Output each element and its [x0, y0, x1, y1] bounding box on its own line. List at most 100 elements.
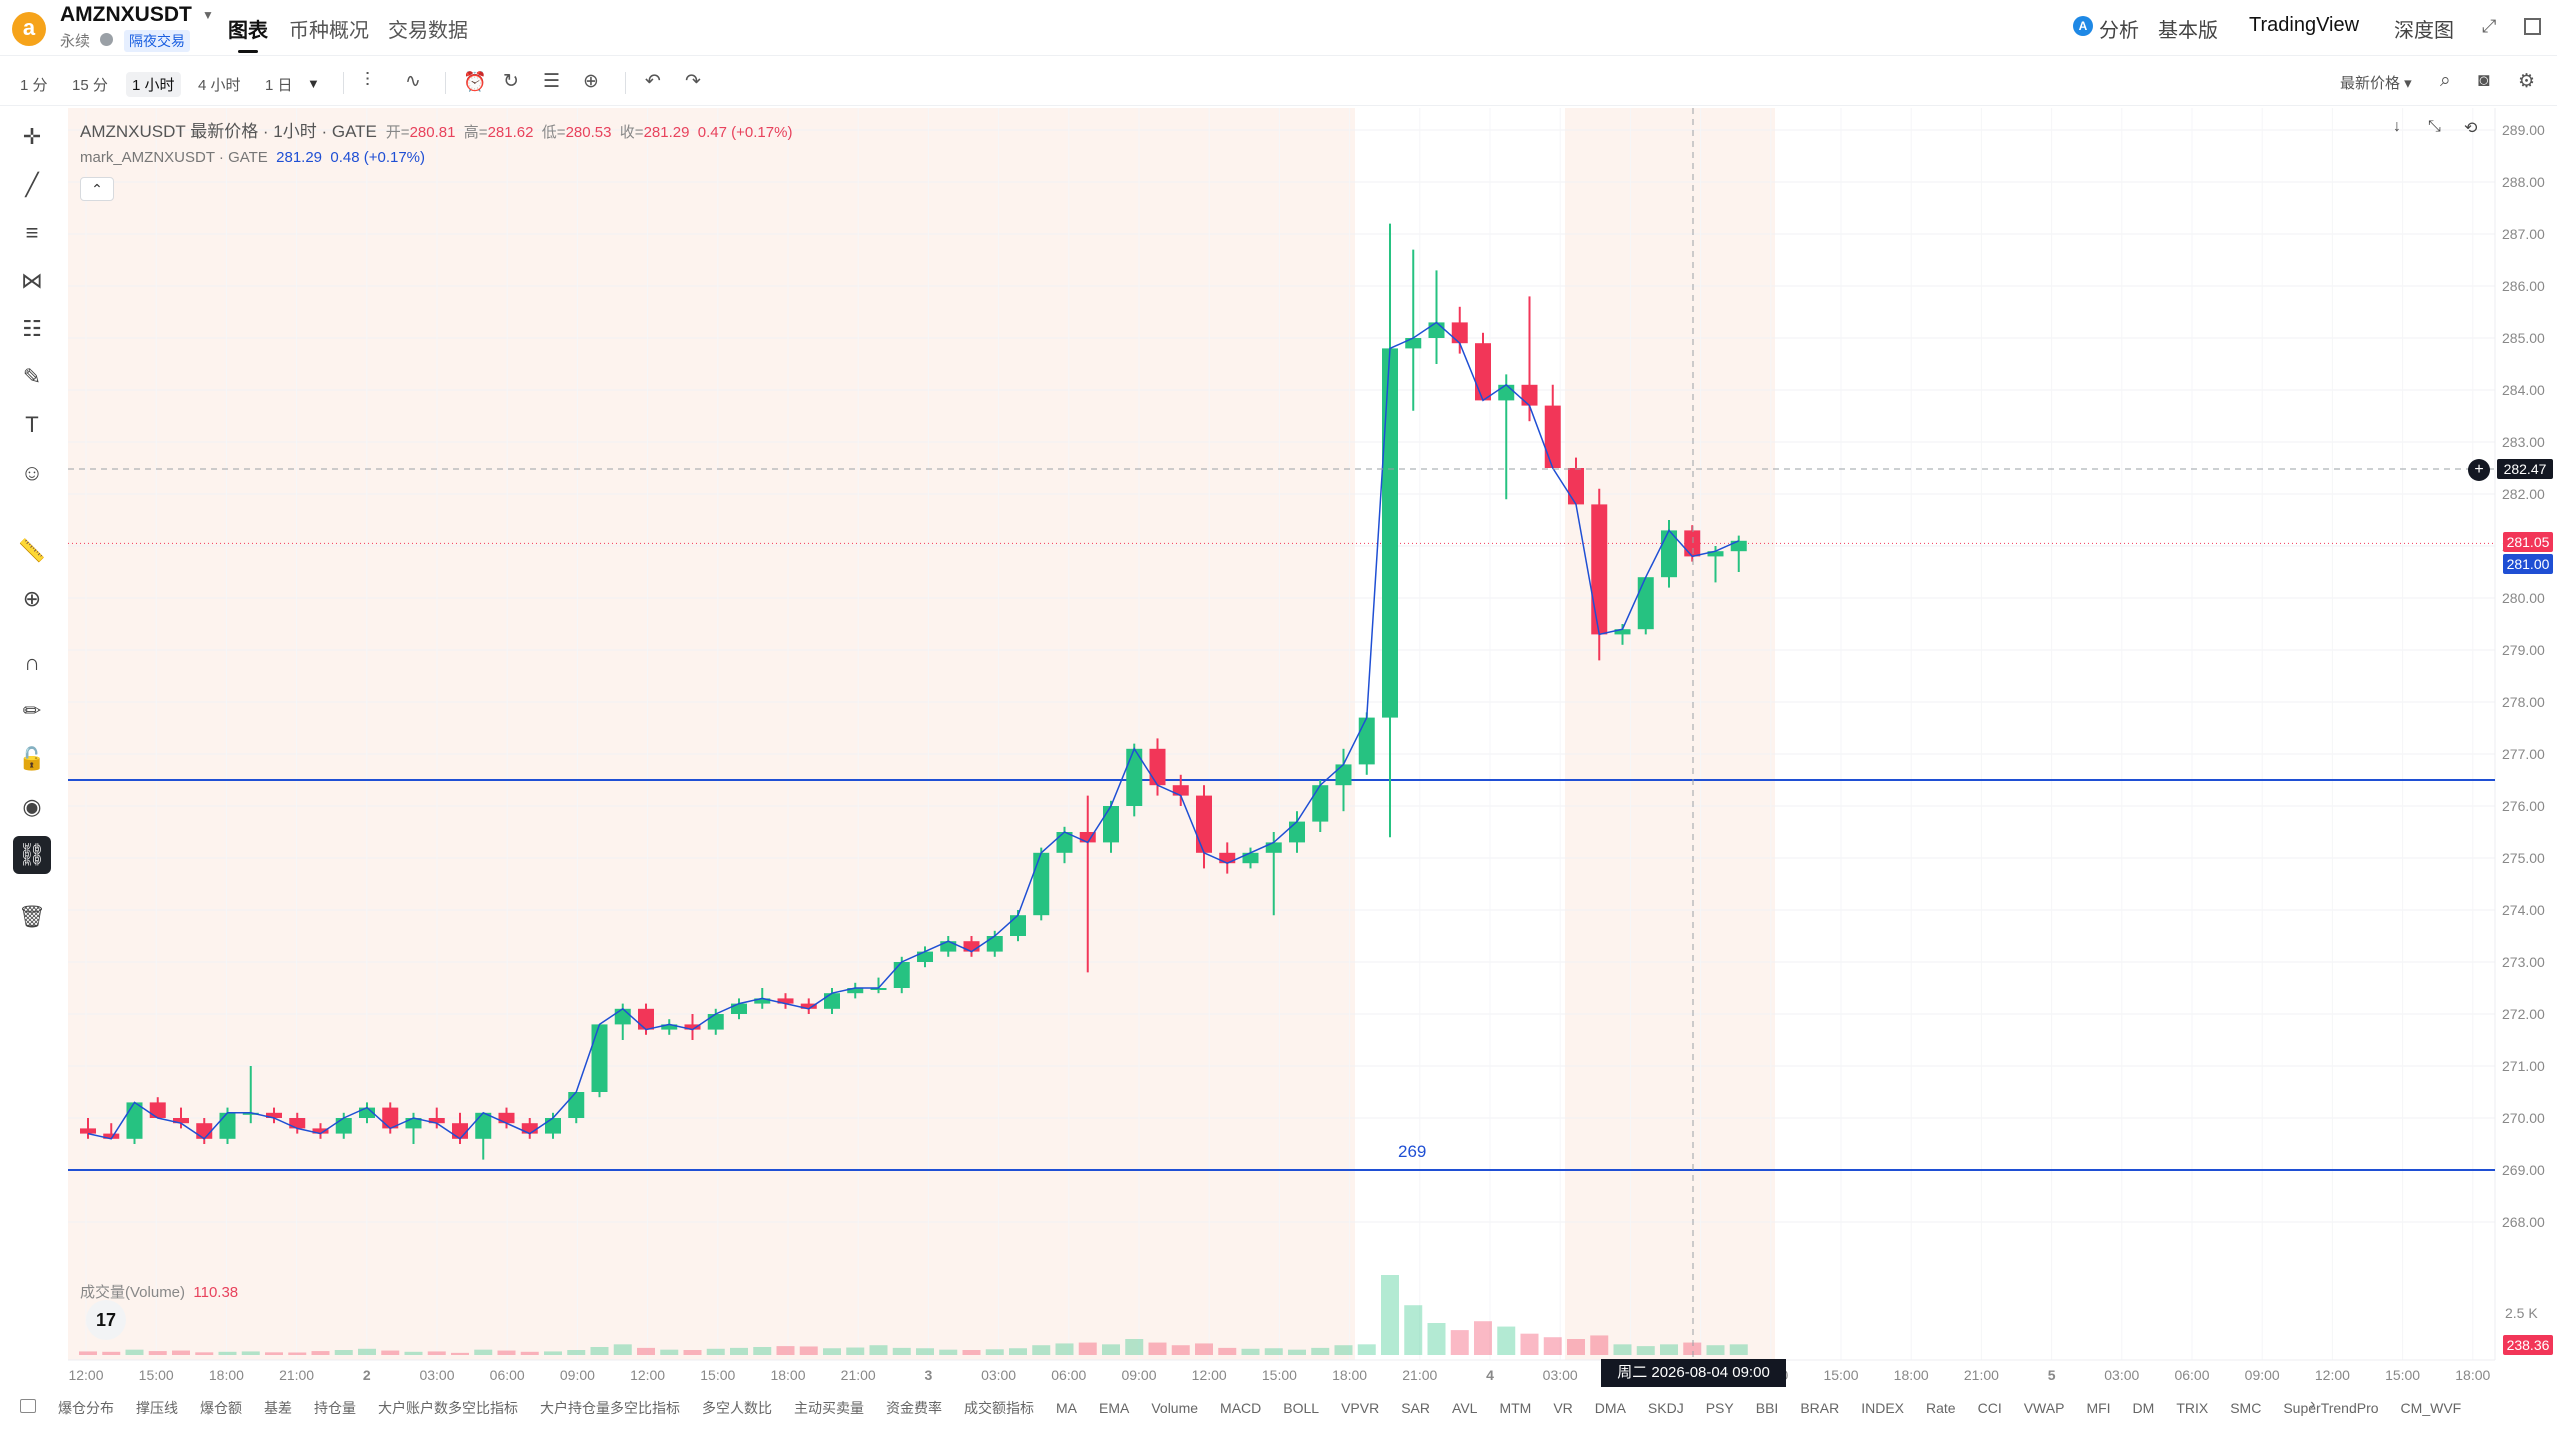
interval-1m[interactable]: 1 分: [20, 77, 48, 94]
info-icon[interactable]: [100, 33, 113, 46]
indicators-icon[interactable]: ∿: [405, 71, 421, 92]
tab-chart[interactable]: 图表: [228, 20, 268, 42]
text-tool-icon[interactable]: T: [25, 412, 39, 437]
visibility-icon[interactable]: ◉: [22, 794, 42, 819]
indicator-8[interactable]: 主动买卖量: [794, 1400, 864, 1416]
volume-bar: [358, 1348, 376, 1355]
collapse-legend-button[interactable]: ⌃: [80, 177, 114, 201]
indicator-27[interactable]: Rate: [1926, 1400, 1956, 1416]
indicator-12[interactable]: EMA: [1099, 1400, 1130, 1416]
indicator-34[interactable]: SuperTrendPro: [2283, 1400, 2379, 1416]
crosshair-tool-icon[interactable]: ✛: [22, 124, 42, 149]
indicator-5[interactable]: 大户账户数多空比指标: [378, 1400, 518, 1416]
pattern-tool-icon[interactable]: ⋈: [21, 268, 43, 293]
interval-1h[interactable]: 1 小时: [126, 72, 181, 97]
lock-drawing-icon[interactable]: ✏: [22, 698, 42, 723]
candle-type-icon[interactable]: ⫶: [365, 70, 370, 91]
overnight-badge[interactable]: 隔夜交易: [124, 30, 190, 52]
zoom-in-icon[interactable]: ⊕: [22, 586, 42, 611]
volume-bar: [1450, 1330, 1469, 1355]
compress-icon[interactable]: ⤡: [2428, 118, 2441, 135]
symbol-name[interactable]: AMZNXUSDT: [60, 3, 192, 26]
add-alert-plus-icon[interactable]: +: [2468, 459, 2490, 481]
analysis-icon[interactable]: A: [2073, 16, 2093, 36]
indicator-22[interactable]: SKDJ: [1647, 1400, 1684, 1416]
interval-4h[interactable]: 4 小时: [198, 77, 241, 94]
analysis-button[interactable]: 分析: [2099, 20, 2139, 42]
basic-version-button[interactable]: 基本版: [2158, 20, 2218, 42]
indicator-31[interactable]: DM: [2132, 1400, 2155, 1416]
trend-line-icon[interactable]: ╱: [25, 172, 39, 197]
add-plugin-icon[interactable]: ⊕: [583, 71, 599, 92]
indicator-14[interactable]: MACD: [1220, 1400, 1262, 1416]
indicator-29[interactable]: VWAP: [2023, 1400, 2065, 1416]
interval-1d[interactable]: 1 日: [265, 77, 293, 94]
indicator-more-icon[interactable]: ›: [2310, 1396, 2316, 1413]
indicator-26[interactable]: INDEX: [1861, 1400, 1905, 1416]
indicator-33[interactable]: SMC: [2230, 1400, 2262, 1416]
templates-icon[interactable]: ☰: [543, 71, 561, 92]
indicator-30[interactable]: MFI: [2086, 1400, 2111, 1416]
indicator-11[interactable]: MA: [1056, 1400, 1077, 1416]
ruler-icon[interactable]: 📏: [18, 538, 46, 563]
volume-bar: [706, 1348, 725, 1355]
fib-tool-icon[interactable]: ☷: [22, 316, 42, 341]
undo-icon[interactable]: ↶: [645, 71, 661, 92]
expand-icon[interactable]: ⤢: [2482, 16, 2497, 36]
magnet-icon[interactable]: ∩: [24, 650, 40, 675]
indicator-32[interactable]: TRIX: [2176, 1400, 2209, 1416]
horizontal-line-label[interactable]: 269: [1398, 1142, 1427, 1161]
candle-body: [684, 1024, 701, 1030]
indicator-25[interactable]: BRAR: [1800, 1400, 1840, 1416]
indicator-2[interactable]: 爆仓额: [200, 1400, 242, 1416]
indicator-21[interactable]: DMA: [1594, 1400, 1626, 1416]
interval-15m[interactable]: 15 分: [72, 77, 108, 94]
indicator-18[interactable]: AVL: [1452, 1400, 1478, 1416]
indicator-13[interactable]: Volume: [1151, 1400, 1199, 1416]
time-tick: 12:00: [68, 1367, 103, 1383]
tab-trade-data[interactable]: 交易数据: [388, 20, 468, 42]
indicator-19[interactable]: MTM: [1499, 1400, 1532, 1416]
emoji-tool-icon[interactable]: ☺: [20, 460, 44, 485]
tradingview-button[interactable]: TradingView: [2249, 14, 2360, 36]
indicator-28[interactable]: CCI: [1977, 1400, 2002, 1416]
indicator-4[interactable]: 持仓量: [314, 1400, 356, 1416]
indicator-24[interactable]: BBI: [1755, 1400, 1779, 1416]
indicator-10[interactable]: 成交额指标: [964, 1400, 1034, 1416]
tab-overview[interactable]: 币种概况: [289, 20, 369, 42]
price-type-select[interactable]: 最新价格 ▾: [2340, 75, 2412, 92]
trash-icon[interactable]: 🗑: [18, 904, 46, 929]
indicator-1[interactable]: 撑压线: [136, 1400, 178, 1416]
search-icon[interactable]: ⌕: [2440, 70, 2451, 91]
indicator-20[interactable]: VR: [1553, 1400, 1573, 1416]
interval-dropdown-icon[interactable]: ▼: [307, 76, 320, 91]
redo-icon[interactable]: ↷: [685, 71, 701, 92]
indicator-15[interactable]: BOLL: [1283, 1400, 1320, 1416]
parallel-lines-icon[interactable]: ≡: [25, 220, 39, 245]
indicator-17[interactable]: SAR: [1401, 1400, 1431, 1416]
camera-icon[interactable]: ◙: [2478, 70, 2490, 91]
indicator-3[interactable]: 基差: [264, 1400, 292, 1416]
coin-icon: a: [12, 12, 46, 46]
indicator-panel-icon[interactable]: [20, 1399, 36, 1413]
replay-icon[interactable]: ↻: [503, 71, 519, 92]
indicator-16[interactable]: VPVR: [1341, 1400, 1380, 1416]
link-icon[interactable]: ⛓: [13, 836, 51, 874]
scroll-down-icon[interactable]: ↓: [2393, 118, 2401, 135]
symbol-caret-icon[interactable]: ▼: [202, 8, 214, 22]
brush-tool-icon[interactable]: ✎: [22, 364, 42, 389]
window-icon[interactable]: [2524, 18, 2541, 35]
reset-chart-icon[interactable]: ⟲: [2464, 120, 2478, 137]
volume-bar: [334, 1350, 353, 1355]
indicator-7[interactable]: 多空人数比: [702, 1400, 772, 1416]
indicator-23[interactable]: PSY: [1705, 1400, 1734, 1416]
depth-chart-button[interactable]: 深度图: [2394, 20, 2454, 42]
settings-icon[interactable]: ⚙: [2518, 71, 2536, 92]
unlock-icon[interactable]: 🔓: [18, 746, 46, 771]
indicator-6[interactable]: 大户持仓量多空比指标: [540, 1400, 680, 1416]
indicator-35[interactable]: CM_WVF: [2400, 1400, 2462, 1416]
alert-icon[interactable]: ⏰: [463, 72, 487, 93]
indicator-0[interactable]: 爆仓分布: [58, 1400, 114, 1416]
indicator-9[interactable]: 资金费率: [886, 1400, 942, 1416]
